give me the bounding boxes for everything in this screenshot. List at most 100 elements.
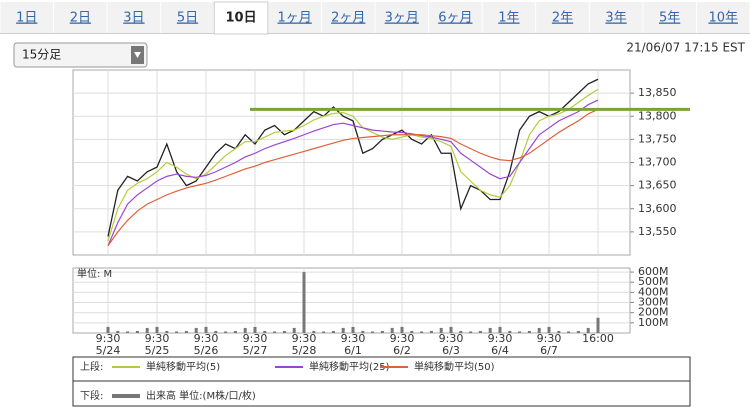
volume-bar <box>253 326 257 333</box>
y-tick-label: 100M <box>638 316 669 329</box>
volume-bar <box>351 326 355 333</box>
y-tick-label: 300M <box>638 296 669 309</box>
tab-label[interactable]: 2日 <box>70 11 91 26</box>
x-tick-label: 9:30 6/4 <box>487 332 513 357</box>
y-tick-label: 600M <box>638 265 669 278</box>
tab[interactable] <box>268 2 321 33</box>
volume-bar <box>341 327 345 333</box>
volume-bar <box>459 330 463 333</box>
volume-unit-label: 単位: M <box>77 267 112 280</box>
tab-label[interactable]: 10日 <box>226 11 257 26</box>
volume-bar <box>527 330 531 333</box>
tab-label[interactable]: 5日 <box>177 11 198 26</box>
x-tick-label: 9:30 6/3 <box>438 332 464 357</box>
volume-bar <box>165 330 169 333</box>
ma-line <box>107 108 599 247</box>
tab-label[interactable]: 2年 <box>552 11 573 26</box>
tab-label[interactable]: 6ヶ月 <box>438 11 472 26</box>
tab-label[interactable]: 3年 <box>605 11 626 26</box>
x-tick-label: 9:30 5/26 <box>193 332 219 357</box>
volume-bar <box>390 327 394 333</box>
volume-bar <box>596 317 600 333</box>
volume-bar <box>224 331 228 333</box>
tab[interactable] <box>107 2 161 33</box>
volume-bar <box>145 327 149 333</box>
x-tick-label: 9:30 6/1 <box>340 332 366 357</box>
tab-label[interactable]: 1ヶ月 <box>278 11 312 26</box>
x-tick-label: 9:30 5/25 <box>144 332 170 357</box>
y-tick-label: 13,750 <box>638 132 677 145</box>
x-tick-label: 9:30 5/28 <box>291 332 317 357</box>
interval-select[interactable] <box>13 42 148 68</box>
volume-bar <box>557 330 561 333</box>
volume-bar <box>469 331 473 333</box>
tab-label[interactable]: 10年 <box>708 11 738 26</box>
volume-bar <box>233 330 237 333</box>
tab[interactable] <box>321 2 375 33</box>
plot-area <box>72 267 631 334</box>
x-tick-label: 9:30 5/24 <box>95 332 121 357</box>
y-tick-label: 13,800 <box>638 109 677 122</box>
x-tick-label: 16:00 <box>582 332 614 345</box>
y-tick-label: 13,600 <box>638 202 677 215</box>
volume-bar <box>175 331 179 333</box>
tab-label[interactable]: 1年 <box>498 11 519 26</box>
volume-bar <box>380 330 384 333</box>
volume-bar <box>361 330 365 333</box>
volume-bar <box>184 330 188 333</box>
y-tick-label: 13,850 <box>638 86 677 99</box>
ma-line <box>107 88 599 242</box>
volume-bar <box>420 331 424 333</box>
volume-bar <box>371 331 375 333</box>
ma-line <box>107 99 599 246</box>
volume-bar <box>537 327 541 333</box>
y-tick-label: 13,650 <box>638 179 677 192</box>
volume-bar <box>322 331 326 333</box>
tab[interactable] <box>589 2 643 33</box>
tab-label[interactable]: 3日 <box>123 11 144 26</box>
tab-border <box>0 33 750 34</box>
volume-bar <box>312 330 316 333</box>
interval-label[interactable]: 15分足 <box>22 48 61 62</box>
x-tick-label: 9:30 5/27 <box>242 332 268 357</box>
tab-selected <box>213 1 269 35</box>
tab-label[interactable]: 2ヶ月 <box>331 11 365 26</box>
tab[interactable] <box>643 2 696 33</box>
tab-label[interactable]: 5年 <box>659 11 680 26</box>
tab[interactable] <box>482 2 536 33</box>
volume-bar <box>282 330 286 333</box>
tab[interactable] <box>161 2 214 33</box>
tab[interactable] <box>54 2 107 33</box>
volume-bar <box>204 326 208 333</box>
legend-group-label: 上段: <box>80 360 103 373</box>
volume-bar <box>273 331 277 333</box>
legend-label: 単純移動平均(25) <box>309 360 390 373</box>
tab[interactable] <box>696 2 750 33</box>
volume-bar <box>331 330 335 333</box>
legend-label: 単純移動平均(50) <box>414 360 495 373</box>
volume-bar <box>302 272 306 333</box>
price-line <box>107 78 599 237</box>
volume-bar <box>135 330 139 333</box>
tab-label[interactable]: 3ヶ月 <box>385 11 419 26</box>
y-tick-label: 13,550 <box>638 225 677 238</box>
tab[interactable] <box>375 2 429 33</box>
tab[interactable] <box>429 2 482 33</box>
tab[interactable] <box>536 2 589 33</box>
volume-bar <box>194 327 198 333</box>
volume-bar <box>429 330 433 333</box>
x-tick-label: 9:30 6/2 <box>389 332 415 357</box>
volume-bar <box>576 330 580 333</box>
tab-label[interactable]: 1日 <box>16 11 37 26</box>
volume-bar <box>214 330 218 333</box>
volume-bar <box>488 327 492 333</box>
y-tick-label: 13,700 <box>638 156 677 169</box>
volume-bar <box>263 330 267 333</box>
tab[interactable] <box>0 2 54 33</box>
volume-bar <box>439 327 443 333</box>
volume-bar <box>508 330 512 333</box>
volume-bar <box>126 331 130 333</box>
volume-bar <box>155 326 159 333</box>
volume-bar <box>547 326 551 333</box>
